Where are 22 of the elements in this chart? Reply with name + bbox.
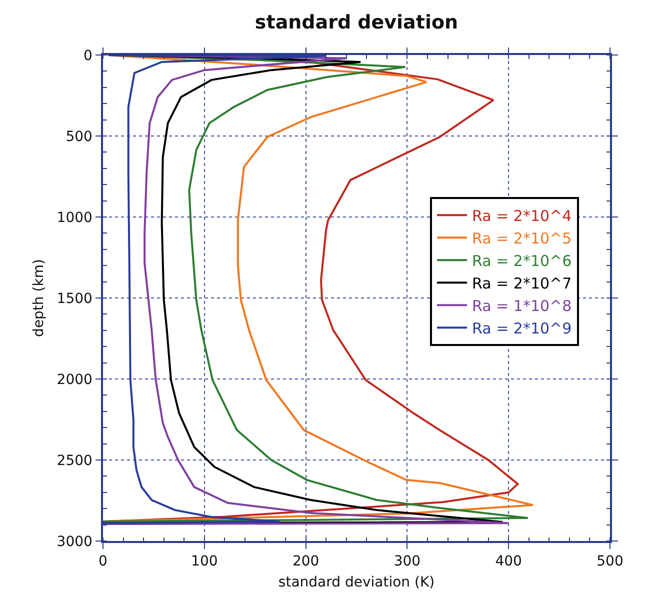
x-tick-label: 0 — [98, 554, 108, 570]
y-tick-label: 500 — [66, 128, 92, 145]
y-tick-label: 2500 — [56, 452, 92, 469]
legend-label: Ra = 1*10^8 — [472, 297, 572, 316]
y-tick-label: 0 — [84, 48, 92, 64]
legend-label: Ra = 2*10^9 — [472, 320, 572, 338]
chart-title: standard deviation — [254, 12, 458, 34]
y-tick-label: 1500 — [56, 290, 92, 307]
y-tick-label: 1000 — [56, 210, 92, 226]
y-axis-title: depth (km) — [30, 259, 47, 337]
x-tick-label: 500 — [596, 554, 624, 570]
legend-label: Ra = 2*10^5 — [472, 230, 572, 248]
x-tick-label: 300 — [394, 554, 421, 570]
y-tick-label: 3000 — [56, 534, 92, 550]
x-tick-label: 100 — [191, 554, 218, 570]
y-tick-label: 2000 — [56, 372, 92, 388]
legend-label: Ra = 2*10^6 — [472, 252, 572, 270]
x-tick-label: 400 — [495, 554, 522, 570]
legend-label: Ra = 2*10^4 — [472, 207, 572, 226]
x-tick-label: 200 — [292, 554, 320, 570]
x-axis-title: standard deviation (K) — [278, 574, 435, 590]
legend-label: Ra = 2*10^7 — [472, 274, 572, 293]
